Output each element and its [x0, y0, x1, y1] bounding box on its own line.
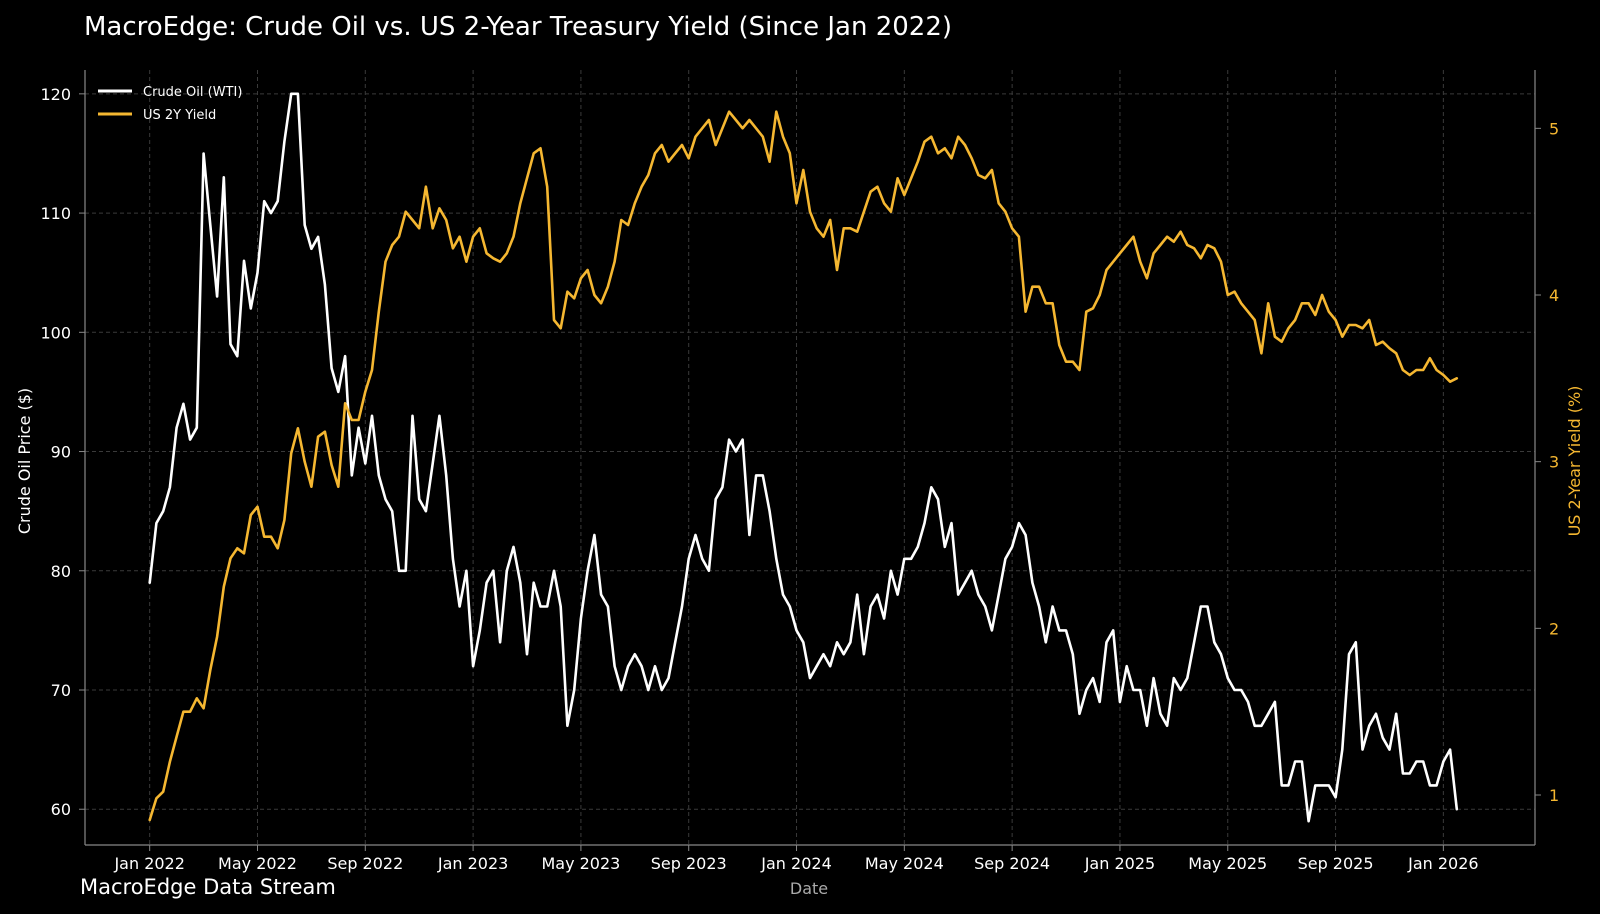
- axes: [79, 70, 1541, 851]
- y-tick-label: 120: [40, 85, 71, 104]
- legend: Crude Oil (WTI) US 2Y Yield: [98, 85, 242, 123]
- x-tick-label: May 2024: [865, 854, 944, 873]
- x-tick-label: Jan 2022: [113, 854, 184, 873]
- y-axis-title-right: US 2-Year Yield (%): [1565, 386, 1584, 537]
- tick-labels: Jan 2022 May 2022 Sep 2022 Jan 2023 May 2023…: [40, 85, 1559, 873]
- y-tick-label: 110: [40, 204, 71, 223]
- y-tick-label: 70: [51, 681, 71, 700]
- y-axis-title-left: Crude Oil Price ($): [15, 388, 34, 534]
- y2-tick-label: 4: [1549, 286, 1559, 305]
- y-tick-label: 90: [51, 443, 71, 462]
- x-axis-title: Date: [790, 879, 828, 898]
- x-tick-label: Sep 2022: [327, 854, 403, 873]
- y2-tick-label: 5: [1549, 119, 1559, 138]
- x-tick-label: Jan 2024: [760, 854, 831, 873]
- brand-footer: MacroEdge Data Stream: [80, 875, 336, 899]
- x-tick-label: May 2023: [541, 854, 620, 873]
- y2-tick-label: 1: [1549, 786, 1559, 805]
- x-tick-label: Jan 2023: [437, 854, 508, 873]
- y-tick-label: 60: [51, 800, 71, 819]
- x-tick-label: Sep 2023: [651, 854, 727, 873]
- x-tick-label: Sep 2025: [1298, 854, 1374, 873]
- y2-tick-label: 3: [1549, 453, 1559, 472]
- x-tick-label: May 2022: [218, 854, 297, 873]
- x-tick-label: Sep 2024: [974, 854, 1050, 873]
- y-tick-label: 100: [40, 323, 71, 342]
- series-lines: [148, 92, 1459, 823]
- legend-label-oil: Crude Oil (WTI): [143, 85, 242, 100]
- chart-title: MacroEdge: Crude Oil vs. US 2-Year Treas…: [84, 12, 953, 42]
- y2-tick-label: 2: [1549, 619, 1559, 638]
- x-tick-label: May 2025: [1188, 854, 1267, 873]
- x-tick-label: Jan 2026: [1407, 854, 1478, 873]
- x-tick-label: Jan 2025: [1084, 854, 1155, 873]
- series-line-us-2y-yield: [148, 110, 1459, 822]
- series-line-crude-oil: [148, 92, 1459, 823]
- y-tick-label: 80: [51, 562, 71, 581]
- legend-label-yield: US 2Y Yield: [143, 108, 216, 123]
- grid-lines: [85, 70, 1535, 845]
